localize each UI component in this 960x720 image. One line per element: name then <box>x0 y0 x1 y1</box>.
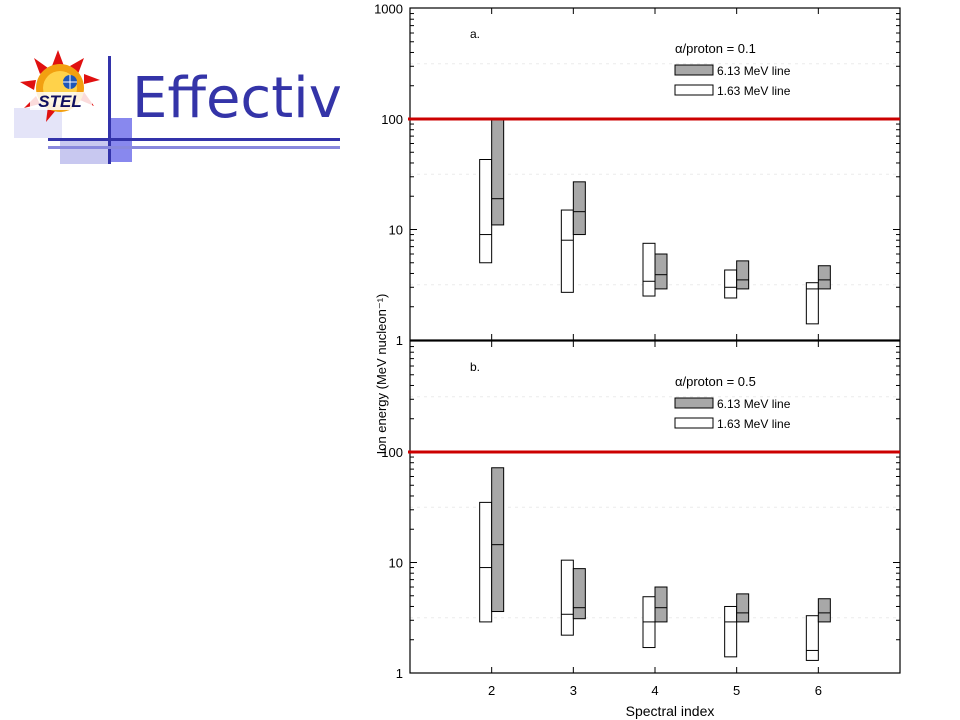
panel-label: b. <box>470 360 480 374</box>
y-tick-label: 1 <box>396 333 403 348</box>
y-axis-label: Ion energy (MeV nucleon⁻¹) <box>374 294 389 455</box>
panel-label: a. <box>470 27 480 41</box>
box-6-13-mev <box>654 586 668 623</box>
legend-label: 6.13 MeV line <box>717 397 791 411</box>
box-1-63-mev <box>479 501 493 623</box>
box-1-63-mev <box>724 269 738 299</box>
stel-logo: STEL <box>20 50 100 122</box>
y-tick-label: 10 <box>389 223 403 238</box>
box-6-13-mev <box>572 181 586 236</box>
decor-square-light <box>60 138 108 164</box>
legend-swatch <box>674 397 714 409</box>
box-1-63-mev <box>479 159 493 264</box>
panel-b: 1 10 100 2 3 4 5 6 b. α/proton = 0.5 6.13 MeV line… <box>381 340 901 698</box>
box-6-13-mev <box>736 260 750 290</box>
box-6-13-mev <box>817 598 831 623</box>
box-1-63-mev <box>724 605 738 658</box>
box-1-63-mev <box>560 559 574 636</box>
y-tick-label: 10 <box>389 556 403 571</box>
decor-vertical-line <box>108 56 111 164</box>
logo-text: STEL <box>38 92 81 111</box>
legend-swatch <box>674 84 714 96</box>
box-6-13-mev <box>572 568 586 620</box>
x-tick-label: 3 <box>570 683 577 698</box>
box-1-63-mev <box>560 209 574 293</box>
box-6-13-mev <box>817 265 831 290</box>
legend-title: α/proton = 0.5 <box>675 374 756 389</box>
box-1-63-mev <box>805 615 819 661</box>
legend-label: 1.63 MeV line <box>717 417 791 431</box>
legend-label: 1.63 MeV line <box>717 84 791 98</box>
legend-label: 6.13 MeV line <box>717 64 791 78</box>
sun-icon <box>20 50 100 122</box>
x-tick-label: 5 <box>733 683 740 698</box>
y-tick-label: 100 <box>381 112 403 127</box>
box-1-63-mev <box>642 242 656 297</box>
box-6-13-mev <box>491 118 505 226</box>
x-axis-label: Spectral index <box>626 703 715 719</box>
y-tick-label: 1000 <box>374 2 403 17</box>
x-tick-label: 6 <box>815 683 822 698</box>
legend-title: α/proton = 0.1 <box>675 41 756 56</box>
x-tick-label: 2 <box>488 683 495 698</box>
y-tick-label: 100 <box>381 445 403 460</box>
chart-figure: 1 10 100 1000 a. α/proton = 0.1 6.13 MeV line 1… <box>340 0 920 720</box>
box-6-13-mev <box>736 593 750 623</box>
panel-a: 1 10 100 1000 a. α/proton = 0.1 6.13 MeV line 1… <box>374 2 901 348</box>
legend-swatch <box>674 417 714 429</box>
decor-title-underline-light <box>48 146 380 149</box>
decor-square-pale <box>14 108 62 138</box>
decor-title-underline <box>48 138 380 141</box>
legend-swatch <box>674 64 714 76</box>
x-tick-label: 4 <box>651 683 658 698</box>
y-tick-label: 1 <box>396 666 403 681</box>
box-1-63-mev <box>805 282 819 325</box>
box-6-13-mev <box>654 253 668 290</box>
box-6-13-mev <box>491 467 505 613</box>
